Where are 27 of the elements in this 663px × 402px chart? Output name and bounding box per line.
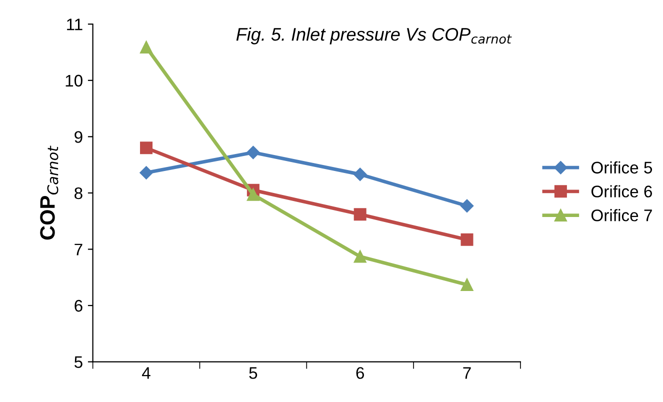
x-tick-label: 7	[463, 367, 471, 379]
y-tick-label: 10	[66, 74, 82, 87]
y-tick-label: 11	[67, 18, 82, 30]
chart-title: Fig. 5. Inlet pressure Vs COP$_{carnot}$	[236, 27, 512, 44]
y-tick-label: 9	[74, 131, 82, 143]
y-axis-title: COP$_{Carnot}$	[40, 146, 58, 240]
point	[354, 250, 366, 263]
point	[460, 199, 474, 212]
point	[354, 168, 367, 181]
point	[140, 142, 153, 154]
legend-label: Orifice 7	[591, 209, 652, 222]
x-tick-label: 4	[142, 367, 150, 379]
point	[140, 166, 153, 180]
y-tick-label: 8	[74, 187, 82, 200]
y-tick-label: 6	[74, 300, 82, 312]
point	[246, 146, 260, 160]
y-tick-label: 7	[74, 244, 82, 256]
x-tick-label: 5	[249, 367, 258, 379]
y-tick-label: 5	[74, 356, 82, 368]
point	[140, 40, 153, 54]
legend-label: Orifice 6	[591, 185, 652, 198]
point	[354, 208, 366, 221]
point	[460, 278, 474, 291]
point	[460, 233, 474, 246]
legend-label: Orifice 5	[591, 161, 652, 174]
x-tick-label: 6	[356, 367, 364, 379]
point	[246, 188, 260, 201]
